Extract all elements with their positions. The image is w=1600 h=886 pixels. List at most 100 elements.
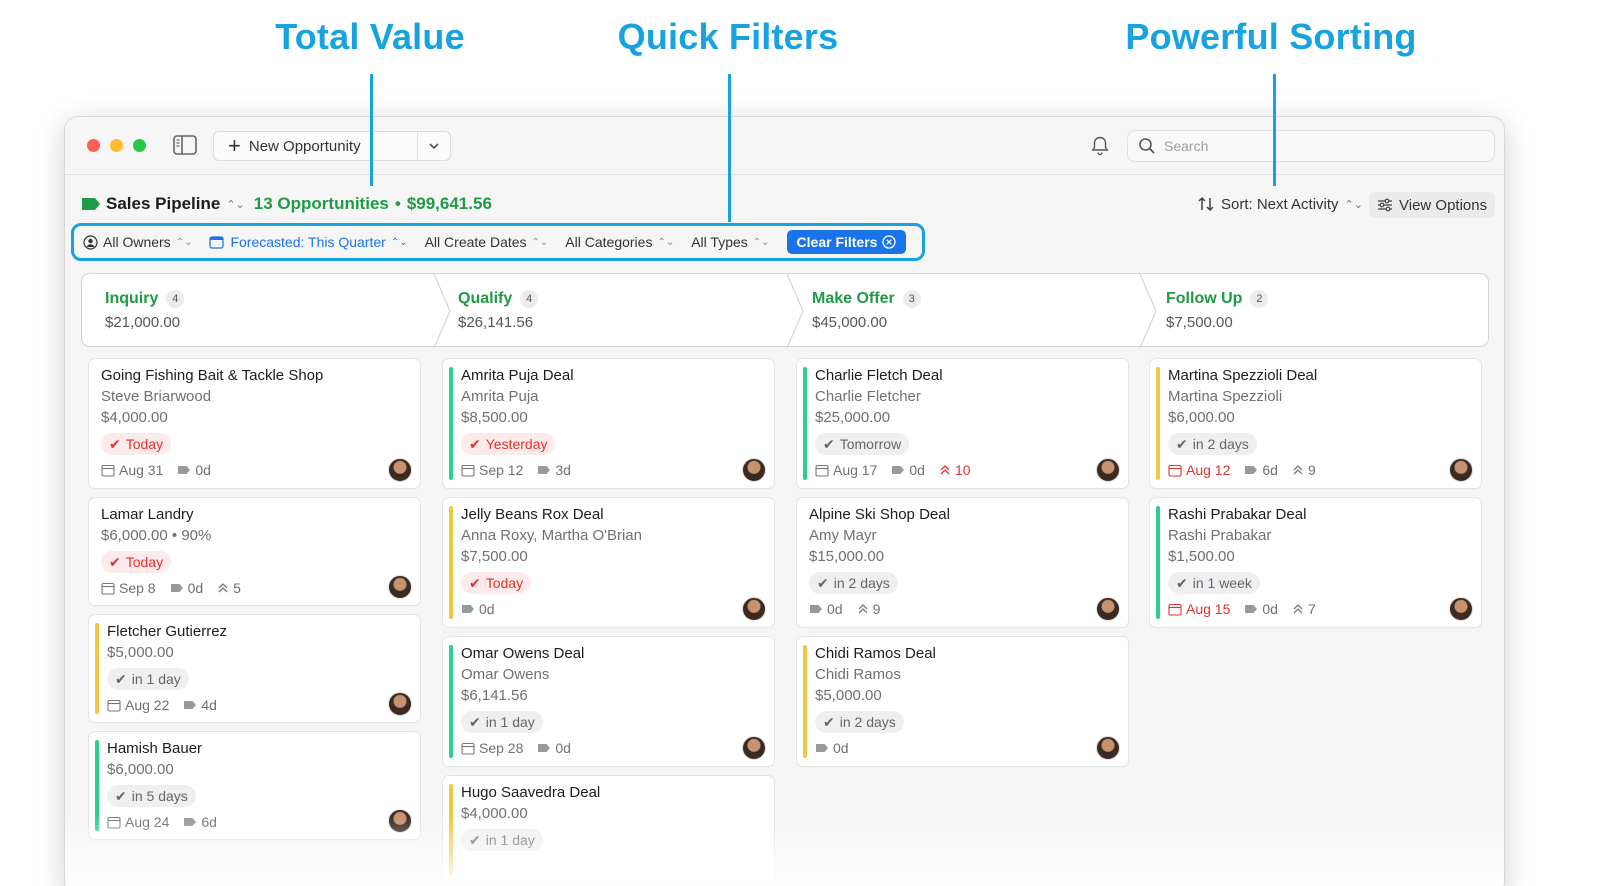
stalled-indicator: 10 — [939, 462, 971, 478]
due-chip[interactable]: ✔ in 1 day — [107, 668, 189, 690]
calendar-icon — [1168, 603, 1182, 616]
sort-control[interactable]: Sort: Next Activity ⌃⌄ — [1197, 195, 1363, 213]
stage-make-offer[interactable]: Make Offer 3 $45,000.00 — [812, 290, 921, 331]
owner-avatar[interactable] — [1096, 597, 1120, 621]
card-status-bar — [803, 367, 807, 480]
filter-create-dates[interactable]: All Create Dates ⌃⌄ — [425, 234, 549, 250]
check-icon: ✔ — [469, 435, 481, 452]
calendar-icon — [107, 699, 121, 712]
chevron-updown-icon: ⌃⌄ — [657, 236, 675, 248]
card-amount: $4,000.00 — [101, 409, 168, 426]
opportunity-card[interactable]: Lamar Landry $6,000.00 • 90% ✔ Today Sep … — [89, 498, 420, 605]
close-date: Sep 12 — [461, 462, 523, 478]
filter-categories[interactable]: All Categories ⌃⌄ — [565, 234, 674, 250]
filter-types[interactable]: All Types ⌃⌄ — [691, 234, 769, 250]
due-chip[interactable]: ✔ Today — [461, 572, 532, 594]
due-chip[interactable]: ✔ Today — [101, 551, 172, 573]
owner-avatar[interactable] — [742, 736, 766, 760]
due-chip[interactable]: ✔ Yesterday — [461, 433, 556, 455]
opportunity-card[interactable]: Hugo Saavedra Deal $4,000.00 ✔ in 1 day — [443, 776, 774, 883]
double-chevron-up-icon — [940, 465, 950, 475]
opportunity-card[interactable]: Chidi Ramos Deal Chidi Ramos $5,000.00 ✔… — [797, 637, 1128, 766]
minimize-window-button[interactable] — [110, 139, 123, 152]
owner-avatar[interactable] — [1449, 458, 1473, 482]
plus-icon: + — [228, 133, 241, 158]
check-icon: ✔ — [823, 713, 835, 730]
opportunity-card[interactable]: Amrita Puja Deal Amrita Puja $8,500.00 ✔… — [443, 359, 774, 488]
due-chip[interactable]: ✔ in 2 days — [1168, 433, 1257, 455]
card-contact: Omar Owens — [461, 666, 550, 683]
owner-avatar[interactable] — [388, 575, 412, 599]
owner-avatar[interactable] — [1449, 597, 1473, 621]
clear-filters-button[interactable]: Clear Filters — [786, 230, 907, 254]
new-opportunity-button[interactable]: + New Opportunity — [213, 131, 417, 161]
owner-avatar[interactable] — [388, 809, 412, 833]
double-chevron-up-icon — [218, 583, 228, 593]
check-icon: ✔ — [109, 435, 121, 452]
owner-avatar[interactable] — [1096, 458, 1120, 482]
stage-total: $7,500.00 — [1166, 314, 1233, 331]
due-chip[interactable]: ✔ in 1 week — [1168, 572, 1260, 594]
sidebar-toggle-icon[interactable] — [173, 135, 197, 155]
search-field[interactable]: Search — [1127, 130, 1495, 162]
filter-categories-label: All Categories — [565, 234, 653, 250]
stage-total: $21,000.00 — [105, 314, 181, 331]
due-chip[interactable]: ✔ in 2 days — [815, 711, 904, 733]
due-chip[interactable]: ✔ in 5 days — [107, 785, 196, 807]
card-status-bar — [449, 506, 453, 619]
opportunity-card[interactable]: Hamish Bauer $6,000.00 ✔ in 5 days Aug 24… — [89, 732, 420, 839]
card-title: Rashi Prabakar Deal — [1168, 506, 1307, 523]
search-icon — [1139, 138, 1155, 154]
due-chip[interactable]: ✔ in 2 days — [809, 572, 898, 594]
callout-powerful-sorting: Powerful Sorting — [1125, 16, 1417, 57]
owner-avatar[interactable] — [388, 458, 412, 482]
stalled-indicator: 5 — [217, 580, 241, 596]
due-label: Today — [485, 575, 524, 591]
opportunity-card[interactable]: Alpine Ski Shop Deal Amy Mayr $15,000.00… — [797, 498, 1128, 627]
view-options-button[interactable]: View Options — [1369, 192, 1496, 218]
due-chip[interactable]: ✔ in 1 day — [461, 711, 543, 733]
stage-inquiry[interactable]: Inquiry 4 $21,000.00 — [105, 290, 185, 331]
owner-avatar[interactable] — [388, 692, 412, 716]
filter-forecast[interactable]: Forecasted: This Quarter ⌃⌄ — [209, 234, 408, 250]
opportunity-card[interactable]: Omar Owens Deal Omar Owens $6,141.56 ✔ in… — [443, 637, 774, 766]
stage-age: 0d — [809, 601, 843, 617]
card-amount: $4,000.00 — [461, 805, 528, 822]
due-chip[interactable]: ✔ Today — [101, 433, 172, 455]
owner-avatar[interactable] — [742, 458, 766, 482]
owner-avatar[interactable] — [1096, 736, 1120, 760]
sort-chevron-icon: ⌃⌄ — [1344, 198, 1363, 211]
check-icon: ✔ — [115, 787, 127, 804]
pipeline-title[interactable]: Sales Pipeline — [106, 194, 221, 213]
card-status-bar — [1156, 506, 1160, 619]
opportunity-card[interactable]: Fletcher Gutierrez $5,000.00 ✔ in 1 day A… — [89, 615, 420, 722]
opportunity-card[interactable]: Martina Spezzioli Deal Martina Spezzioli… — [1150, 359, 1481, 488]
new-opportunity-menu-button[interactable] — [417, 131, 451, 161]
card-status-bar — [95, 623, 99, 714]
opportunity-card[interactable]: Jelly Beans Rox Deal Anna Roxy, Martha O… — [443, 498, 774, 627]
card-title: Alpine Ski Shop Deal — [809, 506, 950, 523]
opportunity-card[interactable]: Rashi Prabakar Deal Rashi Prabakar $1,50… — [1150, 498, 1481, 627]
stage-count-badge: 4 — [166, 290, 185, 308]
tag-icon — [810, 605, 822, 613]
stage-age: 6d — [1244, 462, 1278, 478]
filter-owners[interactable]: All Owners ⌃⌄ — [83, 234, 192, 250]
bell-icon[interactable] — [1089, 135, 1111, 157]
card-contact: Charlie Fletcher — [815, 388, 921, 405]
due-chip[interactable]: ✔ Tomorrow — [815, 433, 910, 455]
stage-age: 4d — [183, 697, 217, 713]
stage-qualify[interactable]: Qualify 4 $26,141.56 — [458, 290, 539, 331]
stage-follow-up[interactable]: Follow Up 2 $7,500.00 — [1166, 290, 1269, 331]
clear-filters-label: Clear Filters — [796, 234, 878, 250]
due-chip[interactable]: ✔ in 1 day — [461, 829, 543, 851]
owner-avatar[interactable] — [742, 597, 766, 621]
opportunity-card[interactable]: Going Fishing Bait & Tackle Shop Steve B… — [89, 359, 420, 488]
opportunity-card[interactable]: Charlie Fletch Deal Charlie Fletcher $25… — [797, 359, 1128, 488]
check-icon: ✔ — [1176, 574, 1188, 591]
close-window-button[interactable] — [87, 139, 100, 152]
pipeline-select-chevron-icon[interactable]: ⌃⌄ — [226, 198, 245, 211]
zoom-window-button[interactable] — [133, 139, 146, 152]
tag-icon — [178, 466, 191, 474]
due-label: in 1 day — [485, 714, 535, 730]
view-options-label: View Options — [1399, 196, 1488, 214]
